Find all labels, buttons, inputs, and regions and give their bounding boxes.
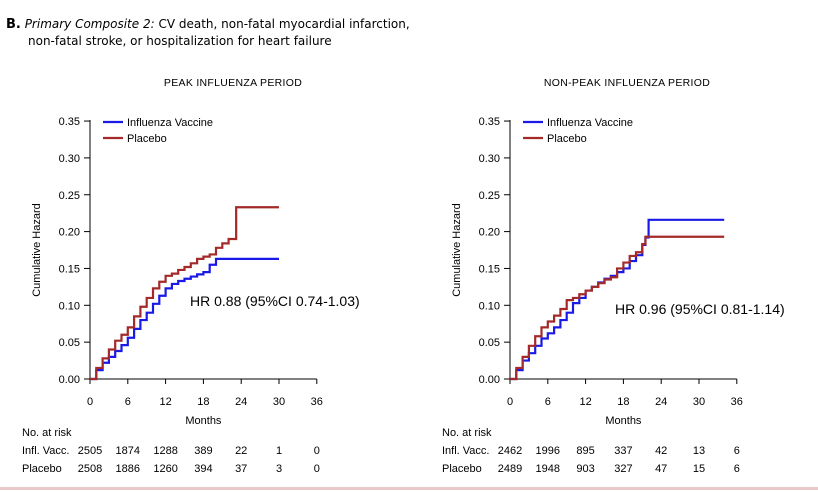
at-risk-value: 22 [235,445,247,457]
at-risk-value: 2505 [78,445,102,457]
at-risk-value: 42 [655,445,667,457]
x-axis-label: Months [185,415,222,427]
y-tick-label: 0.00 [479,374,500,386]
x-tick-label: 30 [693,396,705,408]
at-risk-heading: No. at risk [22,427,72,439]
at-risk-value: 47 [655,463,667,475]
at-risk-value: 6 [734,463,740,475]
series-placebo-line [90,206,279,381]
heading-italic: Primary Composite 2: [24,17,155,31]
at-risk-value: 13 [693,445,705,457]
at-risk-value: 337 [614,445,632,457]
x-tick-label: 30 [273,396,285,408]
y-tick-label: 0.20 [479,227,500,239]
x-tick-label: 6 [545,396,551,408]
legend-label: Placebo [127,133,167,145]
hazard-ratio-annotation: HR 0.88 (95%CI 0.74-1.03) [190,293,360,309]
legend-label: Placebo [547,133,587,145]
heading-line2: non-fatal stroke, or hospitalization for… [28,34,332,48]
at-risk-row-label: Placebo [22,463,62,475]
x-tick-label: 12 [159,396,171,408]
y-tick-label: 0.05 [59,337,80,349]
x-tick-label: 18 [197,396,209,408]
series-influenza-vaccine-line [510,218,725,381]
series-influenza-vaccine-line [90,257,279,381]
at-risk-value: 895 [576,445,594,457]
at-risk-value: 3 [276,463,282,475]
y-tick-label: 0.35 [59,116,80,128]
at-risk-heading: No. at risk [442,427,492,439]
at-risk-value: 2508 [78,463,102,475]
y-tick-label: 0.15 [59,263,80,275]
x-axis-label: Months [605,415,642,427]
at-risk-value: 2489 [498,463,522,475]
figure-heading: B. Primary Composite 2: CV death, non-fa… [6,16,410,50]
at-risk-value: 0 [314,445,320,457]
at-risk-value: 2462 [498,445,522,457]
x-tick-label: 12 [579,396,591,408]
hazard-ratio-annotation: HR 0.96 (95%CI 0.81-1.14) [615,301,785,317]
at-risk-value: 327 [614,463,632,475]
y-tick-label: 0.15 [479,263,500,275]
at-risk-value: 15 [693,463,705,475]
at-risk-value: 1 [276,445,282,457]
at-risk-value: 1996 [536,445,560,457]
y-tick-label: 0.25 [59,190,80,202]
at-risk-value: 37 [235,463,247,475]
at-risk-value: 903 [576,463,594,475]
at-risk-row-label: Infl. Vacc. [22,445,69,457]
bottom-divider [0,487,818,490]
at-risk-value: 0 [314,463,320,475]
y-tick-label: 0.25 [479,190,500,202]
at-risk-value: 1288 [153,445,177,457]
at-risk-value: 1886 [116,463,140,475]
x-tick-label: 0 [507,396,513,408]
at-risk-row-label: Placebo [442,463,482,475]
at-risk-value: 389 [194,445,212,457]
chart-title: NON-PEAK INFLUENZA PERIOD [544,77,710,89]
at-risk-value: 394 [194,463,212,475]
at-risk-value: 1260 [153,463,177,475]
series-placebo-line [510,235,725,381]
y-tick-label: 0.10 [59,300,80,312]
at-risk-value: 1874 [116,445,140,457]
y-axis-label: Cumulative Hazard [451,203,463,297]
heading-line1: CV death, non-fatal myocardial infarctio… [158,17,410,31]
x-tick-label: 36 [311,396,323,408]
y-tick-label: 0.05 [479,337,500,349]
at-risk-row-label: Infl. Vacc. [442,445,489,457]
legend-label: Influenza Vaccine [547,117,633,129]
chart-title: PEAK INFLUENZA PERIOD [164,77,302,89]
x-tick-label: 36 [731,396,743,408]
at-risk-value: 1948 [536,463,560,475]
x-tick-label: 24 [235,396,247,408]
at-risk-value: 6 [734,445,740,457]
y-tick-label: 0.10 [479,300,500,312]
panel-letter: B. [6,17,21,32]
y-tick-label: 0.30 [59,153,80,165]
y-tick-label: 0.20 [59,227,80,239]
x-tick-label: 6 [125,396,131,408]
legend-label: Influenza Vaccine [127,117,213,129]
x-tick-label: 18 [617,396,629,408]
y-axis-label: Cumulative Hazard [31,203,43,297]
y-tick-label: 0.30 [479,153,500,165]
x-tick-label: 24 [655,396,667,408]
x-tick-label: 0 [87,396,93,408]
y-tick-label: 0.00 [59,374,80,386]
y-tick-label: 0.35 [479,116,500,128]
